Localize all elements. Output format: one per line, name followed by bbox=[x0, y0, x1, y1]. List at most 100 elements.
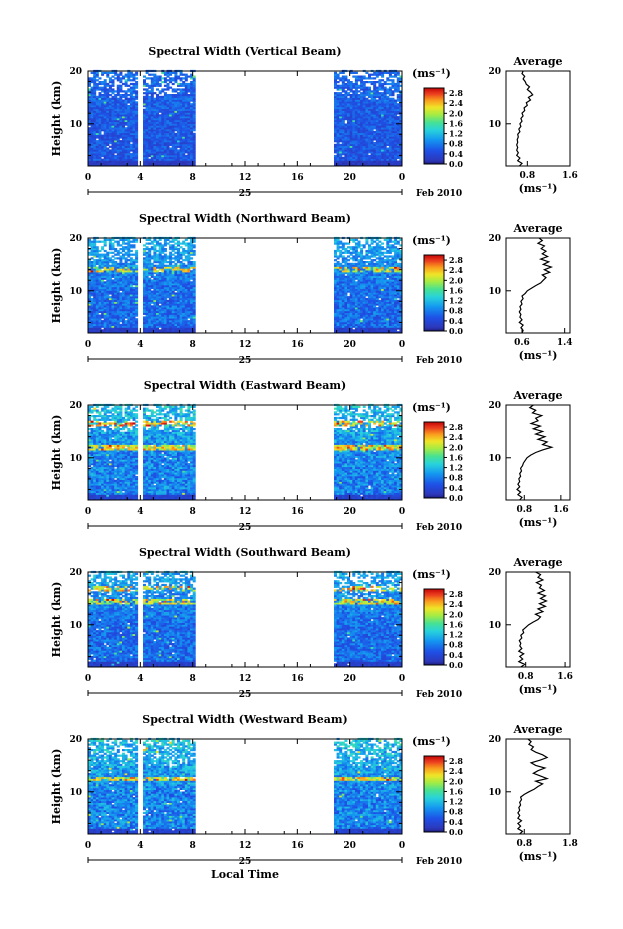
heatmap-cell bbox=[161, 132, 165, 135]
heatmap-cell bbox=[153, 75, 157, 78]
heatmap-cell bbox=[143, 281, 146, 284]
heatmap-cell bbox=[111, 108, 115, 111]
heatmap-cell bbox=[336, 105, 340, 108]
heatmap-cell bbox=[373, 94, 377, 97]
heatmap-cell bbox=[394, 125, 398, 128]
heatmap-cell bbox=[127, 320, 131, 323]
heatmap-cell bbox=[127, 312, 131, 315]
heatmap-cell bbox=[98, 136, 102, 139]
heatmap-cell bbox=[108, 149, 112, 152]
heatmap-cell bbox=[150, 84, 154, 87]
heatmap-cell bbox=[101, 158, 105, 161]
heatmap-cell bbox=[143, 160, 146, 163]
heatmap-cell bbox=[150, 105, 154, 108]
heatmap-cell bbox=[90, 130, 94, 134]
heatmap-cell bbox=[386, 88, 390, 91]
heatmap-cell bbox=[90, 90, 94, 93]
heatmap-cell bbox=[114, 312, 118, 315]
heatmap-cell bbox=[187, 140, 191, 143]
heatmap-cell bbox=[156, 142, 159, 145]
heatmap-cell bbox=[177, 84, 180, 87]
heatmap-cell bbox=[171, 118, 175, 121]
heatmap-cell bbox=[365, 153, 369, 156]
heatmap-cell bbox=[106, 320, 110, 323]
heatmap-cell bbox=[148, 162, 152, 165]
heatmap-cell bbox=[111, 323, 115, 326]
heatmap-cell bbox=[171, 108, 175, 111]
heatmap-cell bbox=[169, 264, 173, 267]
heatmap-cell bbox=[153, 244, 157, 247]
heatmap-cell bbox=[190, 82, 194, 86]
heatmap-cell bbox=[106, 129, 110, 132]
heatmap-cell bbox=[95, 149, 99, 152]
heatmap-cell bbox=[365, 138, 369, 141]
heatmap-cell bbox=[184, 143, 188, 146]
heatmap-cell bbox=[156, 81, 159, 84]
heatmap-cell bbox=[365, 94, 369, 97]
heatmap-cell bbox=[132, 164, 136, 167]
heatmap-cell bbox=[103, 238, 107, 241]
heatmap-cell bbox=[383, 82, 387, 86]
heatmap-cell bbox=[336, 118, 340, 121]
heatmap-cell bbox=[88, 158, 91, 161]
heatmap-cell bbox=[116, 130, 120, 134]
heatmap-cell bbox=[169, 86, 173, 89]
heatmap-cell bbox=[192, 125, 196, 128]
heatmap-cell bbox=[174, 277, 178, 280]
heatmap-cell bbox=[190, 246, 194, 249]
heatmap-cell bbox=[171, 253, 175, 256]
heatmap-cell bbox=[166, 97, 170, 100]
heatmap-cell bbox=[119, 108, 123, 111]
heatmap-cell bbox=[184, 270, 188, 273]
heatmap-cell bbox=[352, 142, 356, 145]
heatmap-cell bbox=[124, 292, 128, 295]
heatmap-cell bbox=[163, 253, 167, 256]
heatmap-cell bbox=[108, 296, 112, 299]
heatmap-cell bbox=[391, 75, 395, 78]
heatmap-cell bbox=[106, 103, 110, 106]
heatmap-cell bbox=[336, 160, 340, 163]
heatmap-cell bbox=[174, 77, 178, 80]
heatmap-cell bbox=[124, 97, 128, 100]
heatmap-cell bbox=[391, 156, 395, 159]
heatmap-cell bbox=[127, 79, 131, 82]
heatmap-cell bbox=[187, 101, 191, 104]
heatmap-cell bbox=[108, 142, 112, 145]
heatmap-cell bbox=[383, 71, 387, 74]
heatmap-cell bbox=[156, 88, 159, 91]
heatmap-cell bbox=[150, 296, 154, 299]
heatmap-cell bbox=[101, 288, 105, 291]
heatmap-cell bbox=[148, 249, 152, 253]
heatmap-cell bbox=[119, 95, 123, 98]
heatmap-cell bbox=[169, 140, 173, 143]
heatmap-cell bbox=[156, 261, 159, 264]
heatmap-cell bbox=[396, 142, 400, 145]
heatmap-cell bbox=[106, 106, 110, 110]
heatmap-cell bbox=[161, 164, 165, 167]
heatmap-cell bbox=[129, 156, 133, 159]
heatmap-cell bbox=[108, 320, 112, 323]
heatmap-cell bbox=[187, 320, 191, 323]
heatmap-cell bbox=[179, 116, 183, 119]
heatmap-cell bbox=[98, 145, 102, 148]
heatmap-cell bbox=[163, 136, 167, 139]
heatmap-cell bbox=[347, 142, 350, 145]
heatmap-cell bbox=[108, 285, 112, 288]
heatmap-cell bbox=[184, 101, 188, 104]
heatmap-cell bbox=[378, 114, 382, 117]
heatmap-cell bbox=[174, 75, 178, 78]
heatmap-cell bbox=[156, 82, 159, 86]
heatmap-cell bbox=[373, 77, 377, 80]
heatmap-cell bbox=[344, 105, 348, 108]
heatmap-cell bbox=[106, 75, 110, 78]
heatmap-cell bbox=[347, 118, 350, 121]
heatmap-cell bbox=[124, 136, 128, 139]
heatmap-cell bbox=[156, 143, 159, 146]
heatmap-cell bbox=[388, 103, 392, 106]
heatmap-cell bbox=[184, 151, 188, 154]
heatmap-cell bbox=[132, 101, 136, 104]
heatmap-cell bbox=[108, 81, 112, 84]
heatmap-cell bbox=[124, 158, 128, 161]
heatmap-cell bbox=[378, 71, 382, 74]
heatmap-cell bbox=[124, 95, 128, 98]
